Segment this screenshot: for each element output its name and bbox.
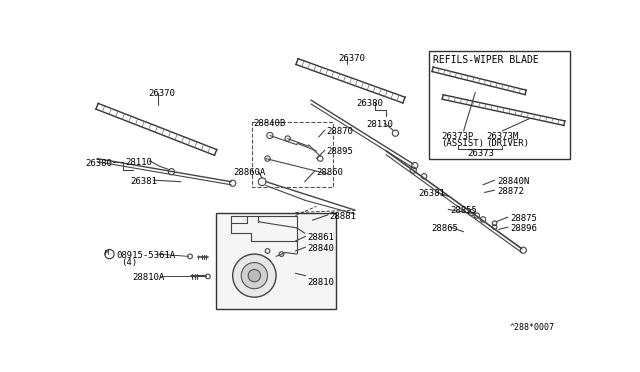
Text: 28896: 28896 [510, 224, 537, 233]
Text: 26373P: 26373P [441, 132, 474, 141]
Text: 28872: 28872 [497, 187, 524, 196]
Text: 26373: 26373 [467, 148, 494, 158]
Bar [252, 122, 333, 187]
Text: 28810: 28810 [307, 278, 334, 287]
Bar [216, 212, 336, 309]
Text: 28861: 28861 [307, 233, 334, 242]
Text: 28881: 28881 [330, 212, 356, 221]
Text: 26380: 26380 [85, 158, 112, 168]
Text: 08915-5361A: 08915-5361A [116, 251, 175, 260]
Text: 28860A: 28860A [234, 168, 266, 177]
Text: 26380: 26380 [356, 99, 383, 108]
Bar [429, 51, 570, 158]
Circle shape [241, 263, 268, 289]
Text: (ASSIST): (ASSIST) [441, 139, 484, 148]
Text: 28865: 28865 [431, 224, 458, 233]
Text: 26370: 26370 [148, 89, 175, 98]
Text: 28110: 28110 [125, 158, 152, 167]
Text: 28855: 28855 [451, 206, 477, 215]
Text: ^288*0007: ^288*0007 [510, 323, 555, 332]
Text: 28875: 28875 [510, 214, 537, 223]
Text: 26373M: 26373M [486, 132, 518, 141]
Text: REFILS-WIPER BLADE: REFILS-WIPER BLADE [433, 55, 538, 65]
Text: (4): (4) [121, 258, 137, 267]
Text: 28870: 28870 [326, 127, 353, 136]
Text: 26381: 26381 [131, 177, 157, 186]
Circle shape [233, 254, 276, 297]
Text: 26370: 26370 [338, 54, 365, 63]
Text: M: M [105, 250, 109, 256]
Text: 28810A: 28810A [132, 273, 165, 282]
Text: 28840N: 28840N [497, 177, 529, 186]
Text: 28110: 28110 [367, 120, 394, 129]
Text: (DRIVER): (DRIVER) [486, 139, 529, 148]
Text: 28860: 28860 [316, 168, 343, 177]
Text: 28840: 28840 [307, 244, 334, 253]
Text: 26381: 26381 [419, 189, 445, 198]
Circle shape [248, 269, 260, 282]
Text: 28840B: 28840B [253, 119, 285, 128]
Text: 28895: 28895 [326, 147, 353, 156]
